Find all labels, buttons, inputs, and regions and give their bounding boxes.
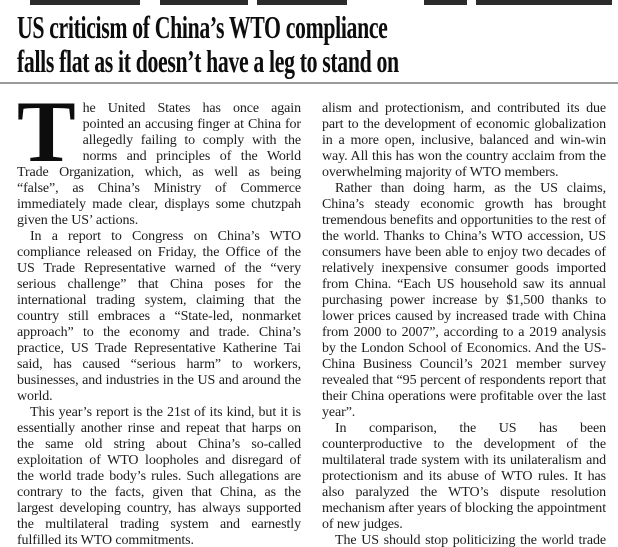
headline-line-1: US criticism of China’s WTO compliance — [17, 9, 388, 45]
article-headline: US criticism of China’s WTO compliance f… — [17, 10, 606, 78]
article-paragraph: Rather than doing harm, as the US claims… — [322, 181, 606, 420]
article-paragraph: In comparison, the US has been counterpr… — [322, 421, 606, 532]
article-paragraph: alism and protectionism, and contributed… — [322, 101, 606, 180]
article-paragraph: This year’s report is the 21st of its ki… — [17, 405, 301, 547]
drop-cap: T — [17, 84, 76, 181]
headline-divider — [0, 82, 618, 84]
article-paragraph: In a report to Congress on China’s WTO c… — [17, 229, 301, 404]
article-paragraph: The US should stop politicizing the worl… — [335, 533, 606, 547]
column-right: alism and protectionism, and contributed… — [322, 101, 606, 547]
headline-line-2: falls flat as it doesn’t have a leg to s… — [17, 43, 399, 79]
cropped-text-edge — [0, 0, 618, 5]
